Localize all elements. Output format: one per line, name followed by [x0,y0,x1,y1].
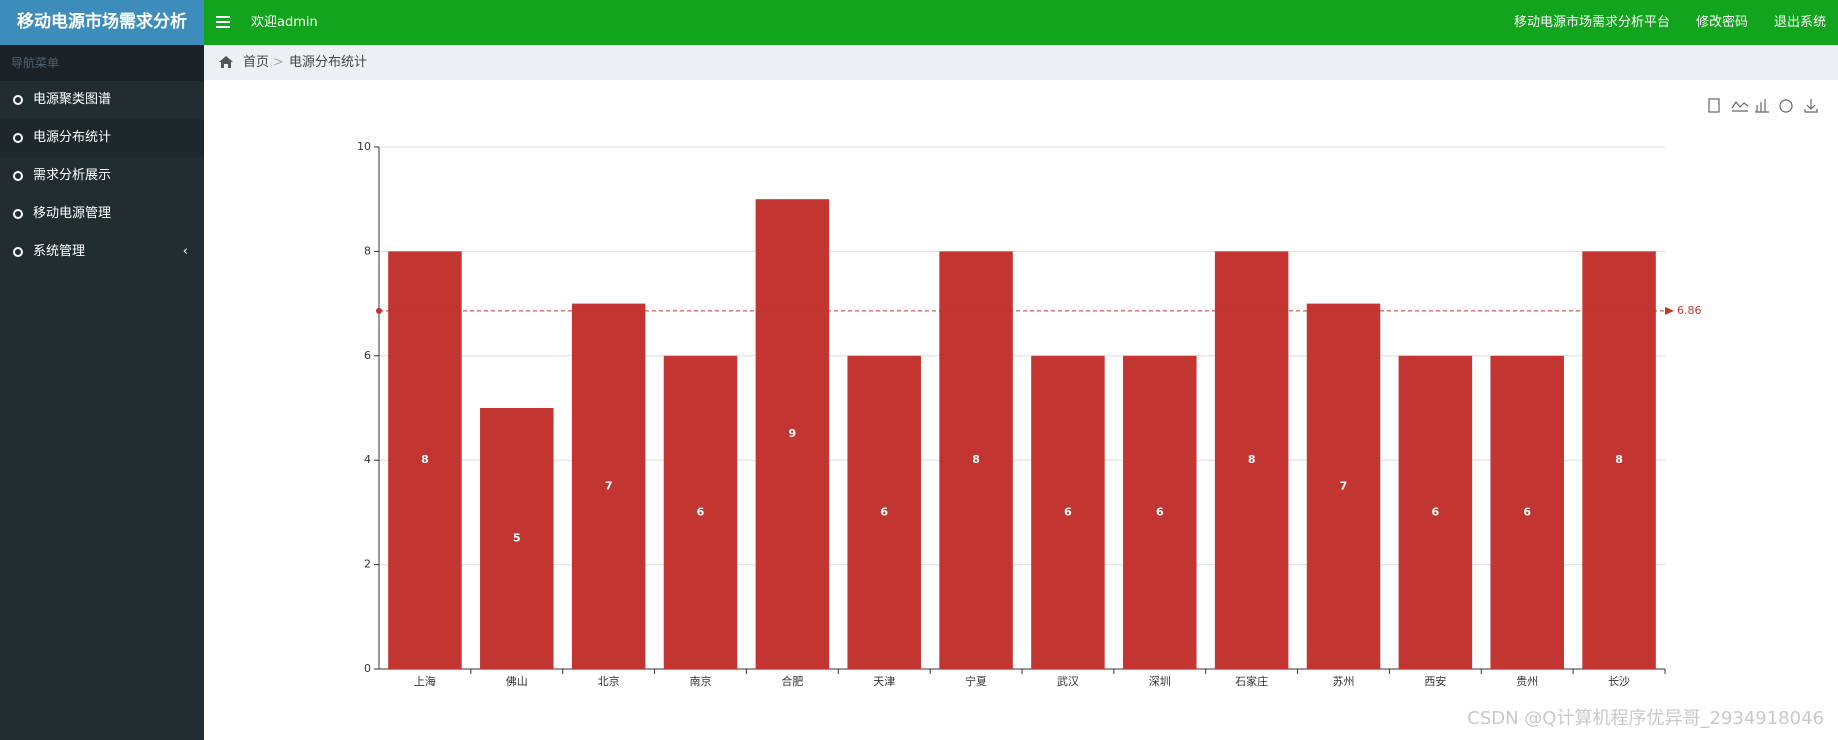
data-label: 6 [1064,505,1072,518]
bar [571,303,646,669]
mean-label: 6.86 [1677,304,1702,317]
home-icon [219,56,233,68]
header-links: 移动电源市场需求分析平台 修改密码 退出系统 [1514,0,1826,45]
bar [1306,303,1381,669]
menu-item[interactable]: 移动电源管理 [0,195,204,233]
menu-label: 电源聚类图谱 [33,92,112,107]
tool-save[interactable] [1804,99,1818,113]
data-label: 7 [605,479,613,492]
x-tick-label: 南京 [690,674,712,688]
bar [1031,355,1105,669]
y-tick-label: 8 [364,244,371,257]
menu-label: 系统管理 [33,244,86,259]
data-label: 8 [421,453,429,466]
menu-item[interactable]: 电源分布统计 [0,119,204,157]
menu-item[interactable]: 需求分析展示 [0,157,204,195]
bar [1490,355,1564,669]
x-tick-label: 北京 [598,674,620,688]
bar [1582,251,1656,669]
y-tick-label: 2 [364,558,371,571]
bar [1398,355,1473,669]
breadcrumb: 首页 > 电源分布统计 [204,45,1838,80]
top-bar: 移动电源市场需求分析 欢迎admin 移动电源市场需求分析平台 修改密码 退出系… [0,0,1838,45]
menu-label: 移动电源管理 [33,206,112,221]
chart: 0 2 4 6 8 10 上海 8 佛山 5 北京 7 南京 6 合肥 9 天津 6 宁夏 8 武汉 6 深圳 6 石家庄 8 苏州… [357,98,1818,688]
crumb-current: 电源分布统计 [289,55,368,70]
data-label: 8 [1615,453,1623,466]
x-tick-label: 贵州 [1516,675,1538,688]
x-tick-label: 宁夏 [965,674,987,688]
tool-restore[interactable] [1779,99,1793,113]
bar [939,251,1013,669]
mean-line-start [376,307,382,314]
data-label: 5 [513,532,521,545]
y-tick-label: 10 [357,140,371,153]
x-tick-label: 上海 [414,674,436,688]
bar [663,355,738,669]
watermark: CSDN @Q计算机程序优异哥_2934918046 [1467,708,1824,729]
data-label: 6 [1523,505,1531,518]
mean-line-arrow [1665,306,1674,315]
header-link[interactable]: 移动电源市场需求分析平台 [1513,15,1670,30]
y-tick-label: 4 [364,453,371,466]
menu-label: 需求分析展示 [33,168,112,183]
data-label: 8 [972,453,980,466]
arrow: ‹ [182,244,188,259]
bar [1214,251,1289,669]
header-link[interactable]: 退出系统 [1773,15,1826,30]
crumb-sep: > [273,55,284,70]
x-tick-label: 天津 [873,675,895,688]
bar [847,355,921,669]
welcome-text: 欢迎admin [251,15,318,30]
menu-item[interactable]: 电源聚类图谱 [0,81,204,119]
y-tick-label: 6 [364,349,371,362]
sidebar-title: 导航菜单 [0,45,204,81]
x-tick-label: 合肥 [781,674,803,688]
bar [755,199,830,669]
x-tick-label: 武汉 [1057,675,1079,688]
tool-bar[interactable] [1755,99,1769,113]
x-tick-label: 深圳 [1149,675,1171,688]
bar [480,408,554,669]
crumb-link[interactable]: 首页 [243,55,270,70]
header-link[interactable]: 修改密码 [1695,15,1748,30]
menu-label: 电源分布统计 [33,130,112,145]
data-label: 6 [880,505,888,518]
x-tick-label: 佛山 [506,675,528,688]
menu-item[interactable]: 系统管理 ‹ [0,233,204,271]
data-label: 6 [1156,505,1164,518]
bar [1123,355,1197,669]
x-tick-label: 西安 [1424,674,1446,688]
bar [388,251,462,669]
data-label: 6 [697,505,705,518]
x-tick-label: 长沙 [1608,675,1630,688]
logo[interactable]: 移动电源市场需求分析 [0,0,204,45]
data-label: 8 [1248,453,1256,466]
x-tick-label: 苏州 [1333,675,1355,688]
data-label: 7 [1340,479,1348,492]
y-tick-label: 0 [364,662,371,675]
data-label: 6 [1432,505,1440,518]
tool-data-view[interactable] [1708,98,1720,113]
menu-toggle[interactable] [216,13,230,31]
toolbox [1708,98,1818,113]
x-tick-label: 石家庄 [1235,674,1268,688]
data-label: 9 [789,427,797,440]
sidebar: 导航菜单 电源聚类图谱 电源分布统计 需求分析展示 移动电源管理 系统管理 ‹ [0,45,204,740]
tool-line[interactable] [1731,100,1749,112]
